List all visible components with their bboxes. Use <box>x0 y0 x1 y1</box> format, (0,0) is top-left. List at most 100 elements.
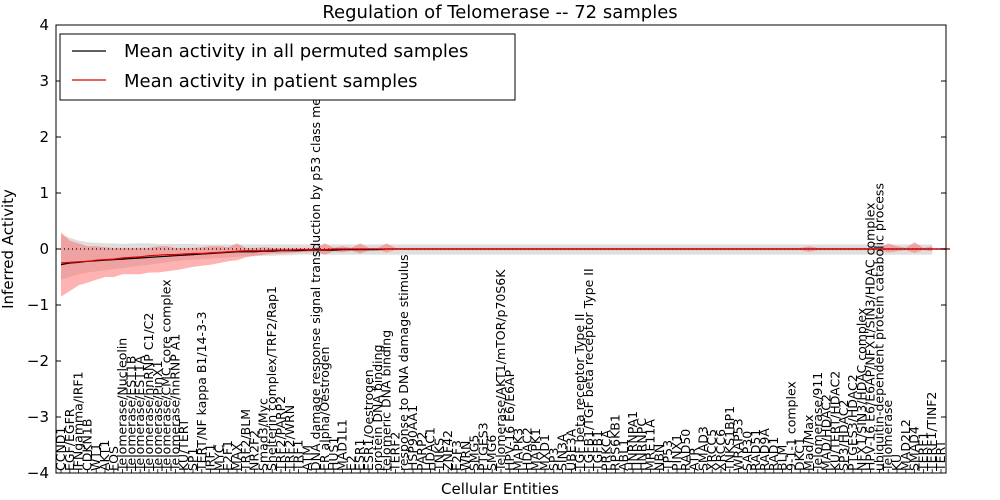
x-tick-label: E2F3 <box>449 440 464 471</box>
x-tick-label: TERF2 <box>387 432 402 472</box>
x-tick-label: XRCC5 <box>704 429 719 471</box>
plot-area: −4 −3 −2 −1 0 1 2 3 4 CCND1EGF/EGFRIFNgamma/IRF1C… <box>27 16 950 482</box>
legend-label-patient: Mean activity in patient samples <box>124 71 418 92</box>
x-tick-label: SAP30 <box>739 431 754 471</box>
x-tick-label: HPV-16 E6/E6AP <box>502 369 517 471</box>
x-tick-label: BLM <box>775 445 790 471</box>
x-tick-label: NR2F2 <box>247 430 262 471</box>
x-tick-label: SMAD4 <box>907 426 922 471</box>
legend: Mean activity in all permuted samples Me… <box>59 33 516 101</box>
y-axis-label: Inferred Activity <box>0 189 17 309</box>
x-tick-label: MAX <box>229 443 244 471</box>
x-tick-label: Telomerase/hnRNP C1/C2 <box>141 313 156 472</box>
x-tick-label: E2 <box>343 455 358 471</box>
x-tick-label: Mad/Max <box>801 415 816 471</box>
x-tick-label: TRF2/WRN <box>282 405 297 472</box>
x-tick-label: KU/TERT <box>176 418 191 471</box>
chart-title: Regulation of Telomerase -- 72 samples <box>322 2 677 23</box>
x-tick-label: TRF1 <box>291 440 306 472</box>
x-tick-label: MAD2L2 <box>898 419 913 471</box>
x-tick-label: XRCC6 <box>713 429 728 471</box>
x-tick-label: Telomerase/EST1B <box>123 356 138 472</box>
y-tick-label: 3 <box>39 72 49 90</box>
x-tick-label: HUS1 <box>326 437 341 471</box>
x-tick-label: Telomerase/CMC core complex <box>159 279 174 472</box>
x-tick-label: FOS <box>106 446 121 471</box>
x-tick-label: EGF/EGFR <box>62 408 77 471</box>
x-tick-label: SMAD3 <box>695 426 710 471</box>
x-tick-label: SP3 <box>546 448 561 471</box>
y-tick-label: −1 <box>27 296 49 314</box>
x-tick-label: SP3/HDAC2 <box>836 400 851 471</box>
x-tick-label: TNKS1BP1 <box>722 406 737 472</box>
x-tick-label: CCND1 <box>53 427 68 471</box>
x-tick-label: SP1 <box>185 448 200 471</box>
x-tick-label: Telomerase/AKT1/mTOR/p70S6K <box>493 269 508 472</box>
x-tick-label: RAD50 <box>678 429 693 471</box>
x-tick-label: MXD1 <box>537 434 552 471</box>
x-tick-label: TERF1/TINF2 <box>924 392 939 472</box>
x-tick-label: PARP2 <box>414 432 429 471</box>
legend-box <box>59 33 516 101</box>
x-tick-label: SMG5 <box>467 435 482 471</box>
y-tick-label: −3 <box>27 408 49 426</box>
x-tick-label: Smad3/Myc <box>255 398 270 471</box>
x-tick-label: RAD9A <box>757 428 772 471</box>
x-tick-label: ESR1/Oestrogen <box>361 369 376 471</box>
x-tick-label: TRF2/BLM <box>238 409 253 472</box>
x-tick-label: TERT/NF kappa B1/14-3-3 <box>194 312 209 472</box>
x-tick-label: ubiquitin-dependent protein catabolic pr… <box>871 183 886 471</box>
legend-label-permuted: Mean activity in all permuted samples <box>124 41 468 62</box>
x-tick-label: E2F1 <box>220 440 235 471</box>
x-tick-label: UBE3A <box>563 428 578 471</box>
x-tick-label: HSP90AA1 <box>405 405 420 471</box>
x-tick-label: NBN <box>651 444 666 471</box>
x-tick-label: Shelterin complex/TRF2/Rap1 <box>264 286 279 471</box>
y-tick-label: −2 <box>27 352 49 370</box>
x-tick-label: RPS6KB1 <box>607 414 622 471</box>
x-tick-label: HNRNPC <box>634 418 649 471</box>
x-tick-label: NFX1/SIN3/HDAC complex <box>854 308 869 471</box>
x-tick-label: SMG6 <box>484 435 499 471</box>
x-tick-label: Telomerase/EST1A <box>132 355 147 472</box>
patient-band <box>61 232 933 297</box>
x-tick-label: WRN <box>458 441 473 471</box>
x-tick-label: protein DNA binding <box>370 344 385 471</box>
x-tick-label: MAD1L1 <box>335 419 350 471</box>
x-tick-label: RAD51 <box>748 429 763 471</box>
x-tick-label: ER alpha/Oestrogen <box>317 347 332 471</box>
x-tick-label: ATM <box>299 445 314 471</box>
x-tick-label: PINX1 <box>669 434 684 471</box>
x-tick-label: TERT <box>933 440 948 472</box>
x-tick-label: HPV-16 E6/E6AP/NFX1/SIN3/HDAC complex <box>863 202 878 471</box>
x-tick-label: ESR1 <box>352 439 367 471</box>
x-tick-label: MAD/HDAC2 <box>819 394 834 471</box>
x-tick-label: TGFB1/TGF beta receptor Type II <box>581 268 596 472</box>
x-tick-label: IRF1 <box>203 443 218 471</box>
x-tick-label: HDAC2 <box>519 427 534 471</box>
series-line-patient <box>60 248 950 264</box>
x-tick-label: Telomerase/Nucleolin <box>115 338 130 472</box>
x-tick-label: telomeric DNA binding <box>379 330 394 471</box>
x-tick-label: TRF2/PARP2 <box>273 396 288 472</box>
x-tick-label: TERF1 <box>915 432 930 472</box>
x-tick-label: MRE11A <box>643 419 658 471</box>
x-tick-label: PRKCA <box>599 430 614 471</box>
x-tick-label: Telomerase/hnRNP A1 <box>167 334 182 472</box>
x-tick-label: Telomerase <box>880 399 895 472</box>
x-tick-label: DNA damage response signal transduction … <box>308 60 323 471</box>
x-axis-label: Cellular Entities <box>441 480 559 498</box>
x-tick-label: MAPK1 <box>528 428 543 471</box>
x-tick-label: AKT1 <box>97 440 112 471</box>
x-tick-label: WRAP53 <box>731 418 746 471</box>
x-tick-label: Telomerase/PinX1 <box>150 360 165 472</box>
y-tick-label: 4 <box>39 16 49 34</box>
x-tick-label: CDKN1B <box>79 419 94 471</box>
y-tick-label: 0 <box>39 240 49 258</box>
x-tick-label: TNKS <box>431 438 446 472</box>
x-tick-label: PTGES3/HDAC2 <box>845 374 860 471</box>
x-tick-label: TGF beta receptor Type II <box>572 314 587 472</box>
x-tick-label: HNRNPA1 <box>625 411 640 471</box>
x-tick-label: ATR <box>687 447 702 471</box>
